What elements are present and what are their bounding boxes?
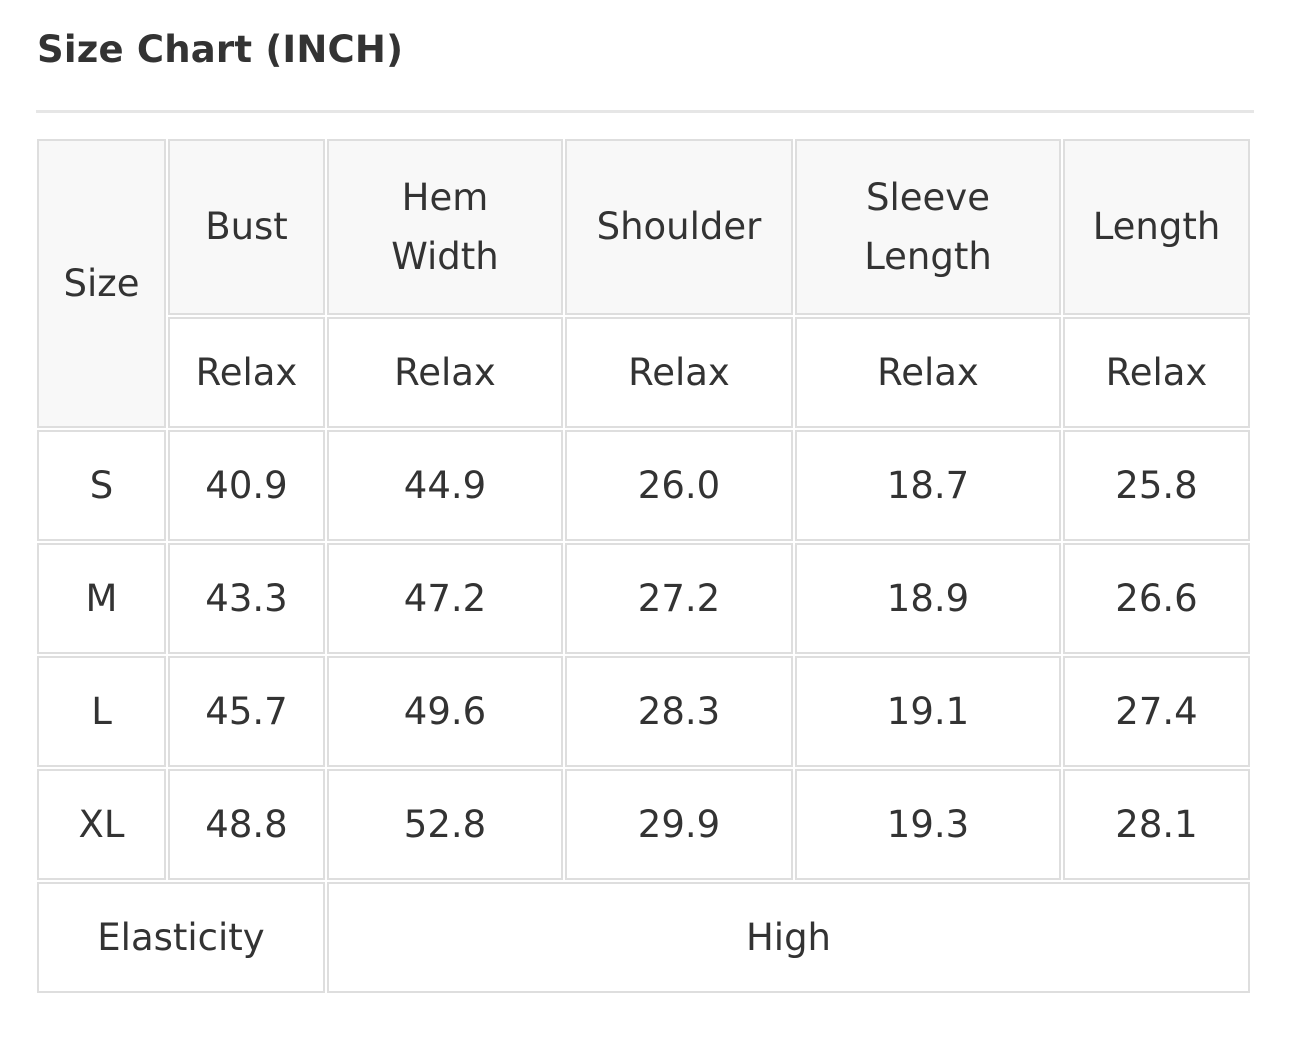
column-header-text: Width: [391, 235, 499, 278]
table-row: L 45.7 49.6 28.3 19.1 27.4: [37, 656, 1250, 767]
value-cell: 25.8: [1063, 430, 1250, 541]
elasticity-value: High: [327, 882, 1250, 993]
elasticity-row: Elasticity High: [37, 882, 1250, 993]
column-header-text: Length: [1092, 205, 1221, 249]
column-header: Hem Width: [327, 139, 563, 315]
size-chart-table: Size Bust Hem Width Shoulder Sleeve Length…: [35, 137, 1252, 995]
column-header-text: Sleeve: [866, 175, 990, 219]
size-cell: M: [37, 543, 166, 654]
value-cell: 44.9: [327, 430, 563, 541]
size-cell: S: [37, 430, 166, 541]
subheader-cell: Relax: [168, 317, 325, 428]
size-header: Size: [37, 139, 166, 428]
column-header-text: Length: [864, 235, 992, 278]
value-cell: 27.4: [1063, 656, 1250, 767]
size-cell: L: [37, 656, 166, 767]
subheader-cell: Relax: [1063, 317, 1250, 428]
divider: [36, 110, 1254, 113]
subheader-cell: Relax: [795, 317, 1061, 428]
elasticity-label: Elasticity: [37, 882, 325, 993]
subheader-cell: Relax: [565, 317, 793, 428]
value-cell: 29.9: [565, 769, 793, 880]
table-row: S 40.9 44.9 26.0 18.7 25.8: [37, 430, 1250, 541]
subheader-row: Relax Relax Relax Relax Relax: [37, 317, 1250, 428]
value-cell: 47.2: [327, 543, 563, 654]
value-cell: 28.1: [1063, 769, 1250, 880]
value-cell: 49.6: [327, 656, 563, 767]
size-cell: XL: [37, 769, 166, 880]
value-cell: 18.7: [795, 430, 1061, 541]
page-title: Size Chart (INCH): [37, 28, 404, 71]
column-header: Sleeve Length: [795, 139, 1061, 315]
column-header-text: Bust: [205, 205, 288, 249]
column-header: Shoulder: [565, 139, 793, 315]
value-cell: 43.3: [168, 543, 325, 654]
value-cell: 26.0: [565, 430, 793, 541]
value-cell: 40.9: [168, 430, 325, 541]
table-row: XL 48.8 52.8 29.9 19.3 28.1: [37, 769, 1250, 880]
value-cell: 28.3: [565, 656, 793, 767]
value-cell: 19.3: [795, 769, 1061, 880]
value-cell: 27.2: [565, 543, 793, 654]
column-header-text: Hem: [401, 175, 489, 219]
value-cell: 18.9: [795, 543, 1061, 654]
value-cell: 45.7: [168, 656, 325, 767]
value-cell: 52.8: [327, 769, 563, 880]
subheader-cell: Relax: [327, 317, 563, 428]
header-row: Size Bust Hem Width Shoulder Sleeve Length…: [37, 139, 1250, 428]
value-cell: 26.6: [1063, 543, 1250, 654]
column-header: Bust: [168, 139, 325, 315]
column-header-text: Shoulder: [596, 205, 762, 249]
column-header: Length: [1063, 139, 1250, 315]
value-cell: 48.8: [168, 769, 325, 880]
table-row: M 43.3 47.2 27.2 18.9 26.6: [37, 543, 1250, 654]
value-cell: 19.1: [795, 656, 1061, 767]
